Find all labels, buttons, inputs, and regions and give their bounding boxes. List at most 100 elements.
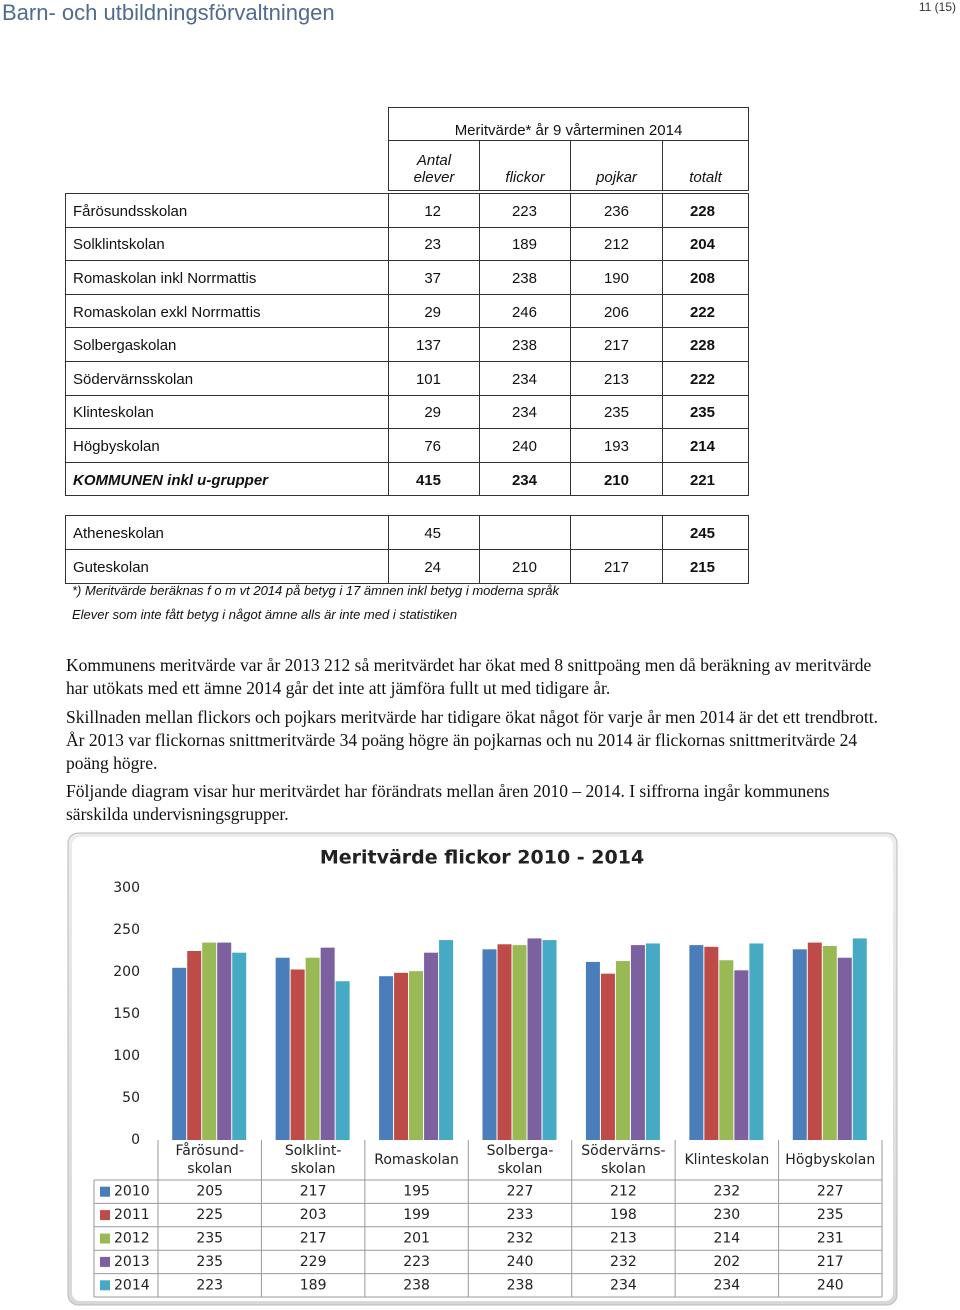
row-label: Solbergaskolan	[65, 327, 389, 362]
table-cell: 223	[479, 193, 571, 228]
bar	[424, 952, 439, 1140]
table-cell: 415	[388, 461, 480, 497]
y-tick-label: 200	[113, 964, 140, 980]
table-cell: 235	[662, 394, 749, 430]
group-header: Meritvärde* år 9 vårterminen 2014	[388, 107, 749, 141]
table-cell: 206	[570, 293, 663, 329]
bar	[275, 957, 290, 1140]
bar	[837, 957, 852, 1140]
bar	[439, 940, 454, 1140]
bar	[512, 945, 527, 1140]
y-tick-label: 50	[122, 1090, 140, 1106]
table-cell: 101	[388, 361, 480, 396]
bar	[290, 969, 305, 1140]
y-tick-label: 0	[131, 1132, 140, 1148]
bar	[379, 976, 394, 1140]
table-cell: 215	[662, 549, 749, 584]
bar	[630, 945, 645, 1140]
value-label: 223	[403, 1254, 430, 1270]
value-label: 203	[300, 1207, 327, 1223]
bar	[335, 981, 350, 1140]
footnote: *) Meritvärde beräknas f o m vt 2014 på …	[72, 583, 560, 598]
legend-label: 2012	[114, 1231, 150, 1247]
row-label: Atheneskolan	[65, 515, 389, 550]
table-cell: 24	[388, 549, 480, 584]
bar	[822, 945, 837, 1140]
bar	[585, 961, 600, 1140]
row-label: KOMMUNEN inkl u-grupper	[65, 461, 389, 497]
bar	[542, 940, 557, 1140]
bar	[719, 960, 734, 1140]
value-label: 232	[713, 1184, 740, 1200]
value-label: 225	[196, 1207, 223, 1223]
value-label: 217	[817, 1254, 844, 1270]
row-label: Södervärnsskolan	[65, 361, 389, 396]
bar	[852, 938, 867, 1140]
bar	[394, 972, 409, 1140]
paragraph: Skillnaden mellan flickors och pojkars m…	[66, 707, 879, 773]
bar	[749, 943, 764, 1140]
legend-label: 2010	[114, 1184, 150, 1200]
value-label: 189	[300, 1277, 327, 1293]
y-tick-label: 300	[113, 880, 140, 896]
table-cell: 45	[388, 515, 480, 550]
row-label: Romaskolan inkl Norrmattis	[65, 260, 389, 295]
legend-key	[100, 1210, 110, 1221]
table-cell: 23	[388, 226, 480, 262]
value-label: 234	[610, 1277, 637, 1293]
table-cell	[570, 515, 663, 550]
bar	[615, 961, 630, 1140]
column-header: Antal elever	[388, 140, 480, 191]
table-cell: 222	[662, 293, 749, 329]
header-title: Barn- och utbildningsförvaltningen	[2, 0, 335, 25]
bar	[527, 938, 542, 1140]
value-label: 198	[610, 1207, 637, 1223]
table-cell: 234	[479, 394, 571, 430]
table-cell: 245	[662, 515, 749, 550]
value-label: 217	[300, 1231, 327, 1247]
table-cell: 238	[479, 260, 571, 295]
legend-key	[100, 1256, 110, 1267]
x-tick-label: Klinteskolan	[684, 1152, 769, 1168]
bar	[172, 967, 187, 1140]
value-label: 227	[817, 1184, 844, 1200]
value-label: 230	[713, 1207, 740, 1223]
table-cell: 217	[570, 549, 663, 584]
table-cell: 234	[479, 361, 571, 396]
table-cell: 193	[570, 428, 663, 463]
bar	[704, 946, 719, 1140]
value-label: 233	[507, 1207, 534, 1223]
column-header: pojkar	[570, 140, 663, 191]
table-cell: 240	[479, 428, 571, 463]
table-cell: 12	[388, 193, 480, 228]
y-tick-label: 250	[113, 922, 140, 938]
bar	[807, 942, 822, 1140]
value-label: 229	[300, 1254, 327, 1270]
legend-key	[100, 1186, 110, 1197]
x-tick-label: Högbyskolan	[785, 1152, 875, 1168]
value-label: 235	[196, 1254, 223, 1270]
table-cell: 210	[570, 461, 663, 497]
value-label: 199	[403, 1207, 430, 1223]
y-tick-label: 100	[113, 1048, 140, 1064]
table-cell: 29	[388, 394, 480, 430]
value-label: 212	[610, 1184, 637, 1200]
row-label: Klinteskolan	[65, 394, 389, 430]
value-label: 238	[507, 1277, 534, 1293]
bar	[497, 944, 512, 1140]
value-label: 232	[507, 1231, 534, 1247]
footnote: Elever som inte fått betyg i något ämne …	[72, 607, 458, 622]
value-label: 195	[403, 1184, 430, 1200]
value-label: 205	[196, 1184, 223, 1200]
table-cell: 37	[388, 260, 480, 295]
table-cell: 213	[570, 361, 663, 396]
table-cell: 234	[479, 461, 571, 497]
table-cell: 29	[388, 293, 480, 329]
value-label: 231	[817, 1231, 844, 1247]
bar	[202, 942, 217, 1140]
legend-key	[100, 1233, 110, 1244]
table-cell: 190	[570, 260, 663, 295]
table-cell: 189	[479, 226, 571, 262]
bar	[689, 945, 704, 1140]
